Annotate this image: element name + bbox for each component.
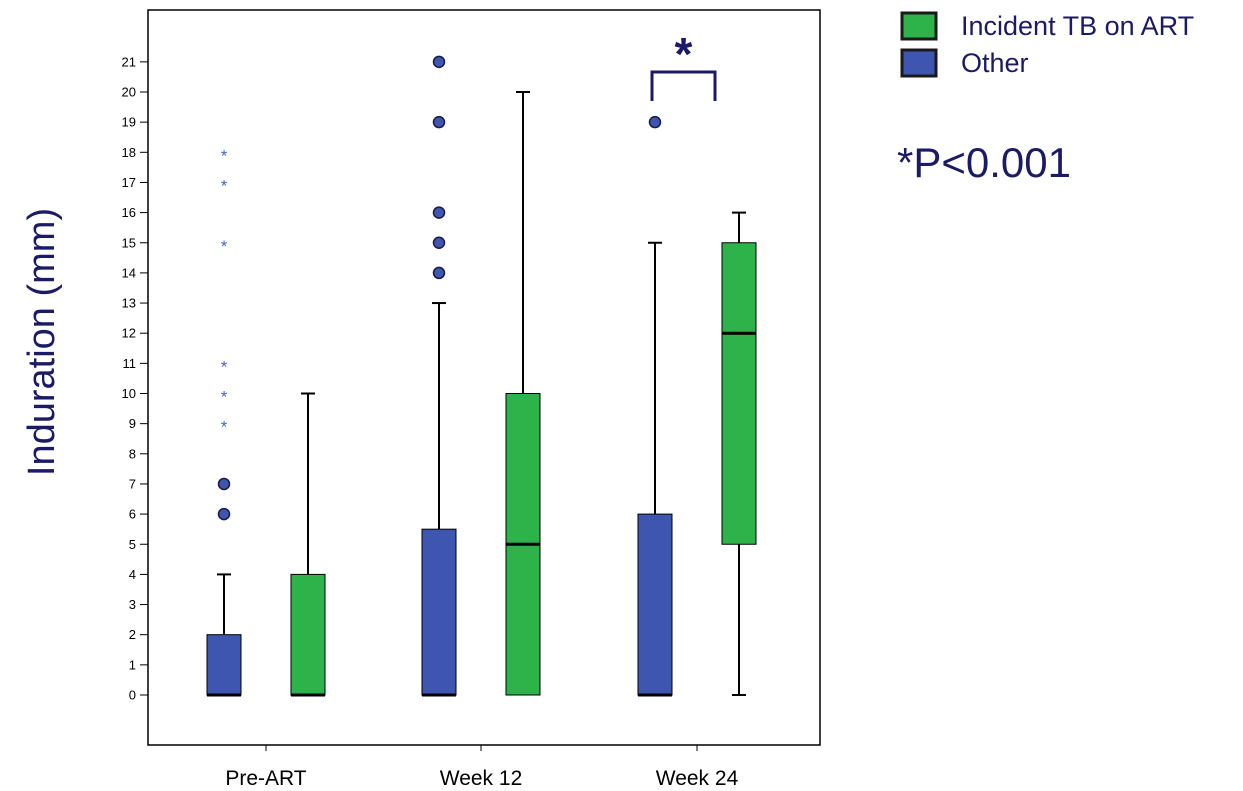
y-tick-label: 7 bbox=[129, 476, 136, 491]
significance-bracket bbox=[650, 70, 717, 101]
box-iqr bbox=[721, 242, 757, 545]
extreme-point: * bbox=[221, 388, 228, 407]
x-category-label: Week 12 bbox=[440, 767, 523, 790]
legend-swatch bbox=[900, 11, 938, 41]
plot-frame bbox=[147, 9, 821, 746]
extreme-point: * bbox=[221, 418, 228, 437]
y-tick-label: 10 bbox=[122, 386, 136, 401]
y-tick-label: 4 bbox=[129, 567, 136, 582]
outlier-point bbox=[432, 55, 446, 69]
legend: Incident TB on ART Other bbox=[900, 11, 1194, 78]
extreme-point: * bbox=[221, 357, 228, 376]
pvalue-annotation: *P<0.001 bbox=[897, 139, 1071, 186]
y-tick-label: 9 bbox=[129, 416, 136, 431]
y-tick-label: 15 bbox=[122, 235, 136, 250]
outlier-point bbox=[432, 236, 446, 249]
y-tick-label: 8 bbox=[129, 446, 136, 461]
box-iqr bbox=[421, 528, 457, 696]
y-tick-label: 0 bbox=[129, 688, 136, 703]
significance-star: * bbox=[675, 28, 693, 80]
extreme-point: * bbox=[221, 237, 228, 256]
outlier-point bbox=[648, 115, 662, 129]
y-tick-label: 20 bbox=[122, 85, 136, 100]
y-tick-label: 6 bbox=[129, 507, 136, 522]
y-tick-label: 18 bbox=[122, 145, 136, 160]
y-tick-label: 14 bbox=[122, 265, 136, 280]
y-tick-label: 17 bbox=[122, 175, 136, 190]
outlier-point bbox=[432, 206, 446, 219]
outlier-point bbox=[432, 266, 446, 280]
legend-label: Other bbox=[961, 48, 1029, 78]
outlier-point bbox=[217, 477, 231, 491]
legend-label: Incident TB on ART bbox=[961, 11, 1194, 41]
legend-swatch bbox=[900, 48, 938, 78]
y-axis-title: Induration (mm) bbox=[21, 208, 63, 476]
x-category-label: Week 24 bbox=[656, 767, 739, 790]
extreme-point: * bbox=[221, 146, 228, 165]
x-category-label: Pre-ART bbox=[225, 767, 306, 790]
box-iqr bbox=[206, 634, 242, 696]
outlier-point bbox=[217, 507, 231, 521]
y-tick-label: 19 bbox=[122, 115, 136, 130]
y-tick-label: 13 bbox=[122, 296, 136, 311]
y-tick-label: 3 bbox=[129, 597, 136, 612]
y-tick-label: 11 bbox=[123, 356, 137, 371]
y-tick-label: 21 bbox=[122, 54, 136, 69]
y-tick-label: 12 bbox=[122, 326, 136, 341]
extreme-point: * bbox=[221, 176, 228, 195]
y-tick-label: 1 bbox=[129, 657, 136, 672]
y-tick-label: 16 bbox=[122, 205, 136, 220]
box-iqr bbox=[290, 573, 326, 696]
y-tick-label: 2 bbox=[129, 627, 136, 642]
box-iqr bbox=[637, 513, 673, 696]
plot-area: 0123456789101112131415161718192021Pre-AR… bbox=[21, 9, 1071, 790]
y-tick-label: 5 bbox=[129, 537, 136, 552]
outlier-point bbox=[432, 115, 446, 129]
